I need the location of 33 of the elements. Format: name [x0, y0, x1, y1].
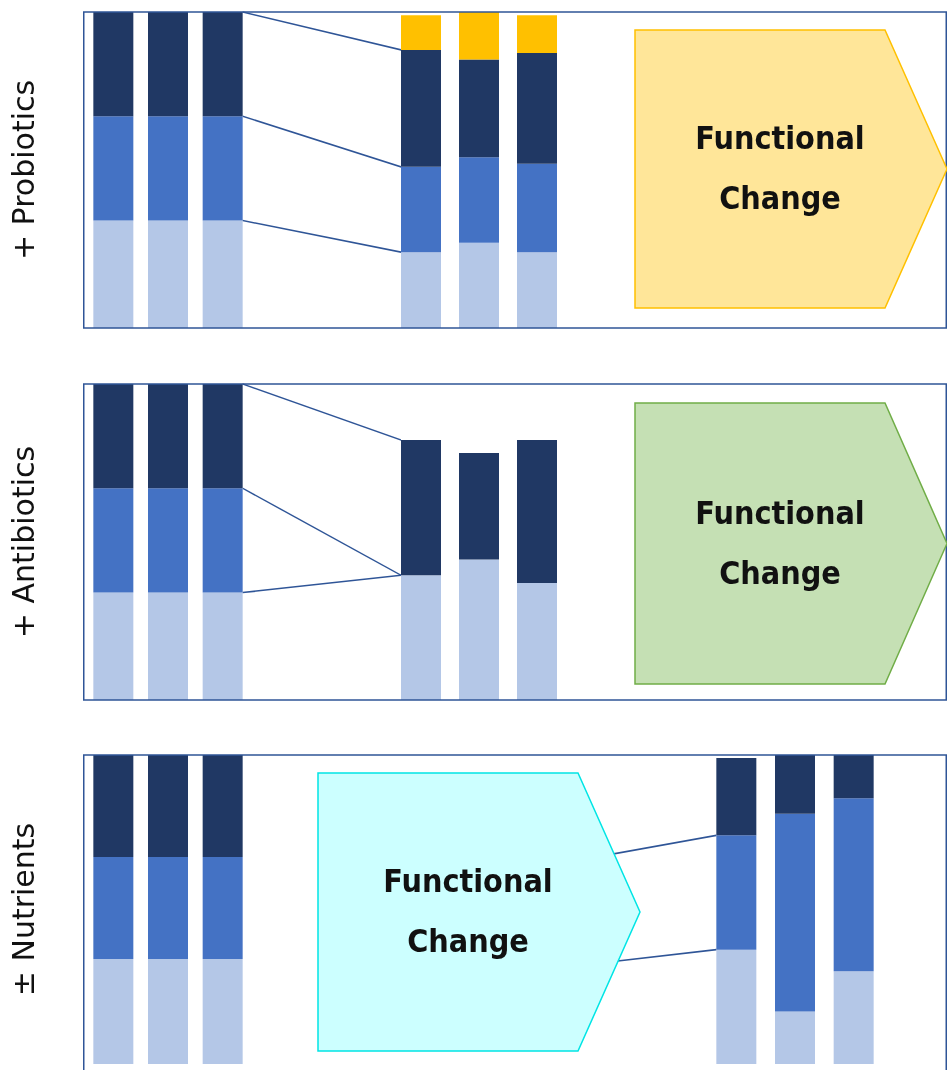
bar — [716, 949, 757, 1064]
bar — [517, 440, 557, 583]
bar — [401, 166, 441, 253]
bar — [833, 798, 874, 972]
bar — [459, 12, 499, 60]
bar — [401, 15, 441, 50]
y-axis-title: ± Nutrients — [5, 822, 41, 997]
bar — [775, 813, 815, 1012]
text: Functional Change — [383, 862, 553, 960]
bar — [517, 252, 557, 328]
bar — [716, 835, 757, 950]
bar — [401, 252, 441, 328]
y-axis-title: + Probiotics — [5, 79, 41, 261]
bar — [401, 440, 441, 576]
bar — [401, 49, 441, 167]
text: Functional Change — [695, 119, 865, 217]
bar — [517, 15, 557, 54]
bar — [775, 1011, 815, 1064]
bar — [517, 583, 557, 700]
y-axis-title: + Antibiotics — [5, 445, 41, 639]
bar — [517, 53, 557, 164]
bar — [459, 242, 499, 328]
text: Functional Change — [695, 493, 865, 592]
bar — [833, 971, 874, 1064]
bar — [459, 59, 499, 158]
bar — [459, 157, 499, 243]
bar — [833, 755, 874, 799]
bar — [775, 755, 815, 814]
bar — [459, 559, 499, 700]
bar — [401, 575, 441, 700]
bar — [517, 163, 557, 253]
bar — [716, 758, 757, 836]
bar — [459, 453, 499, 560]
